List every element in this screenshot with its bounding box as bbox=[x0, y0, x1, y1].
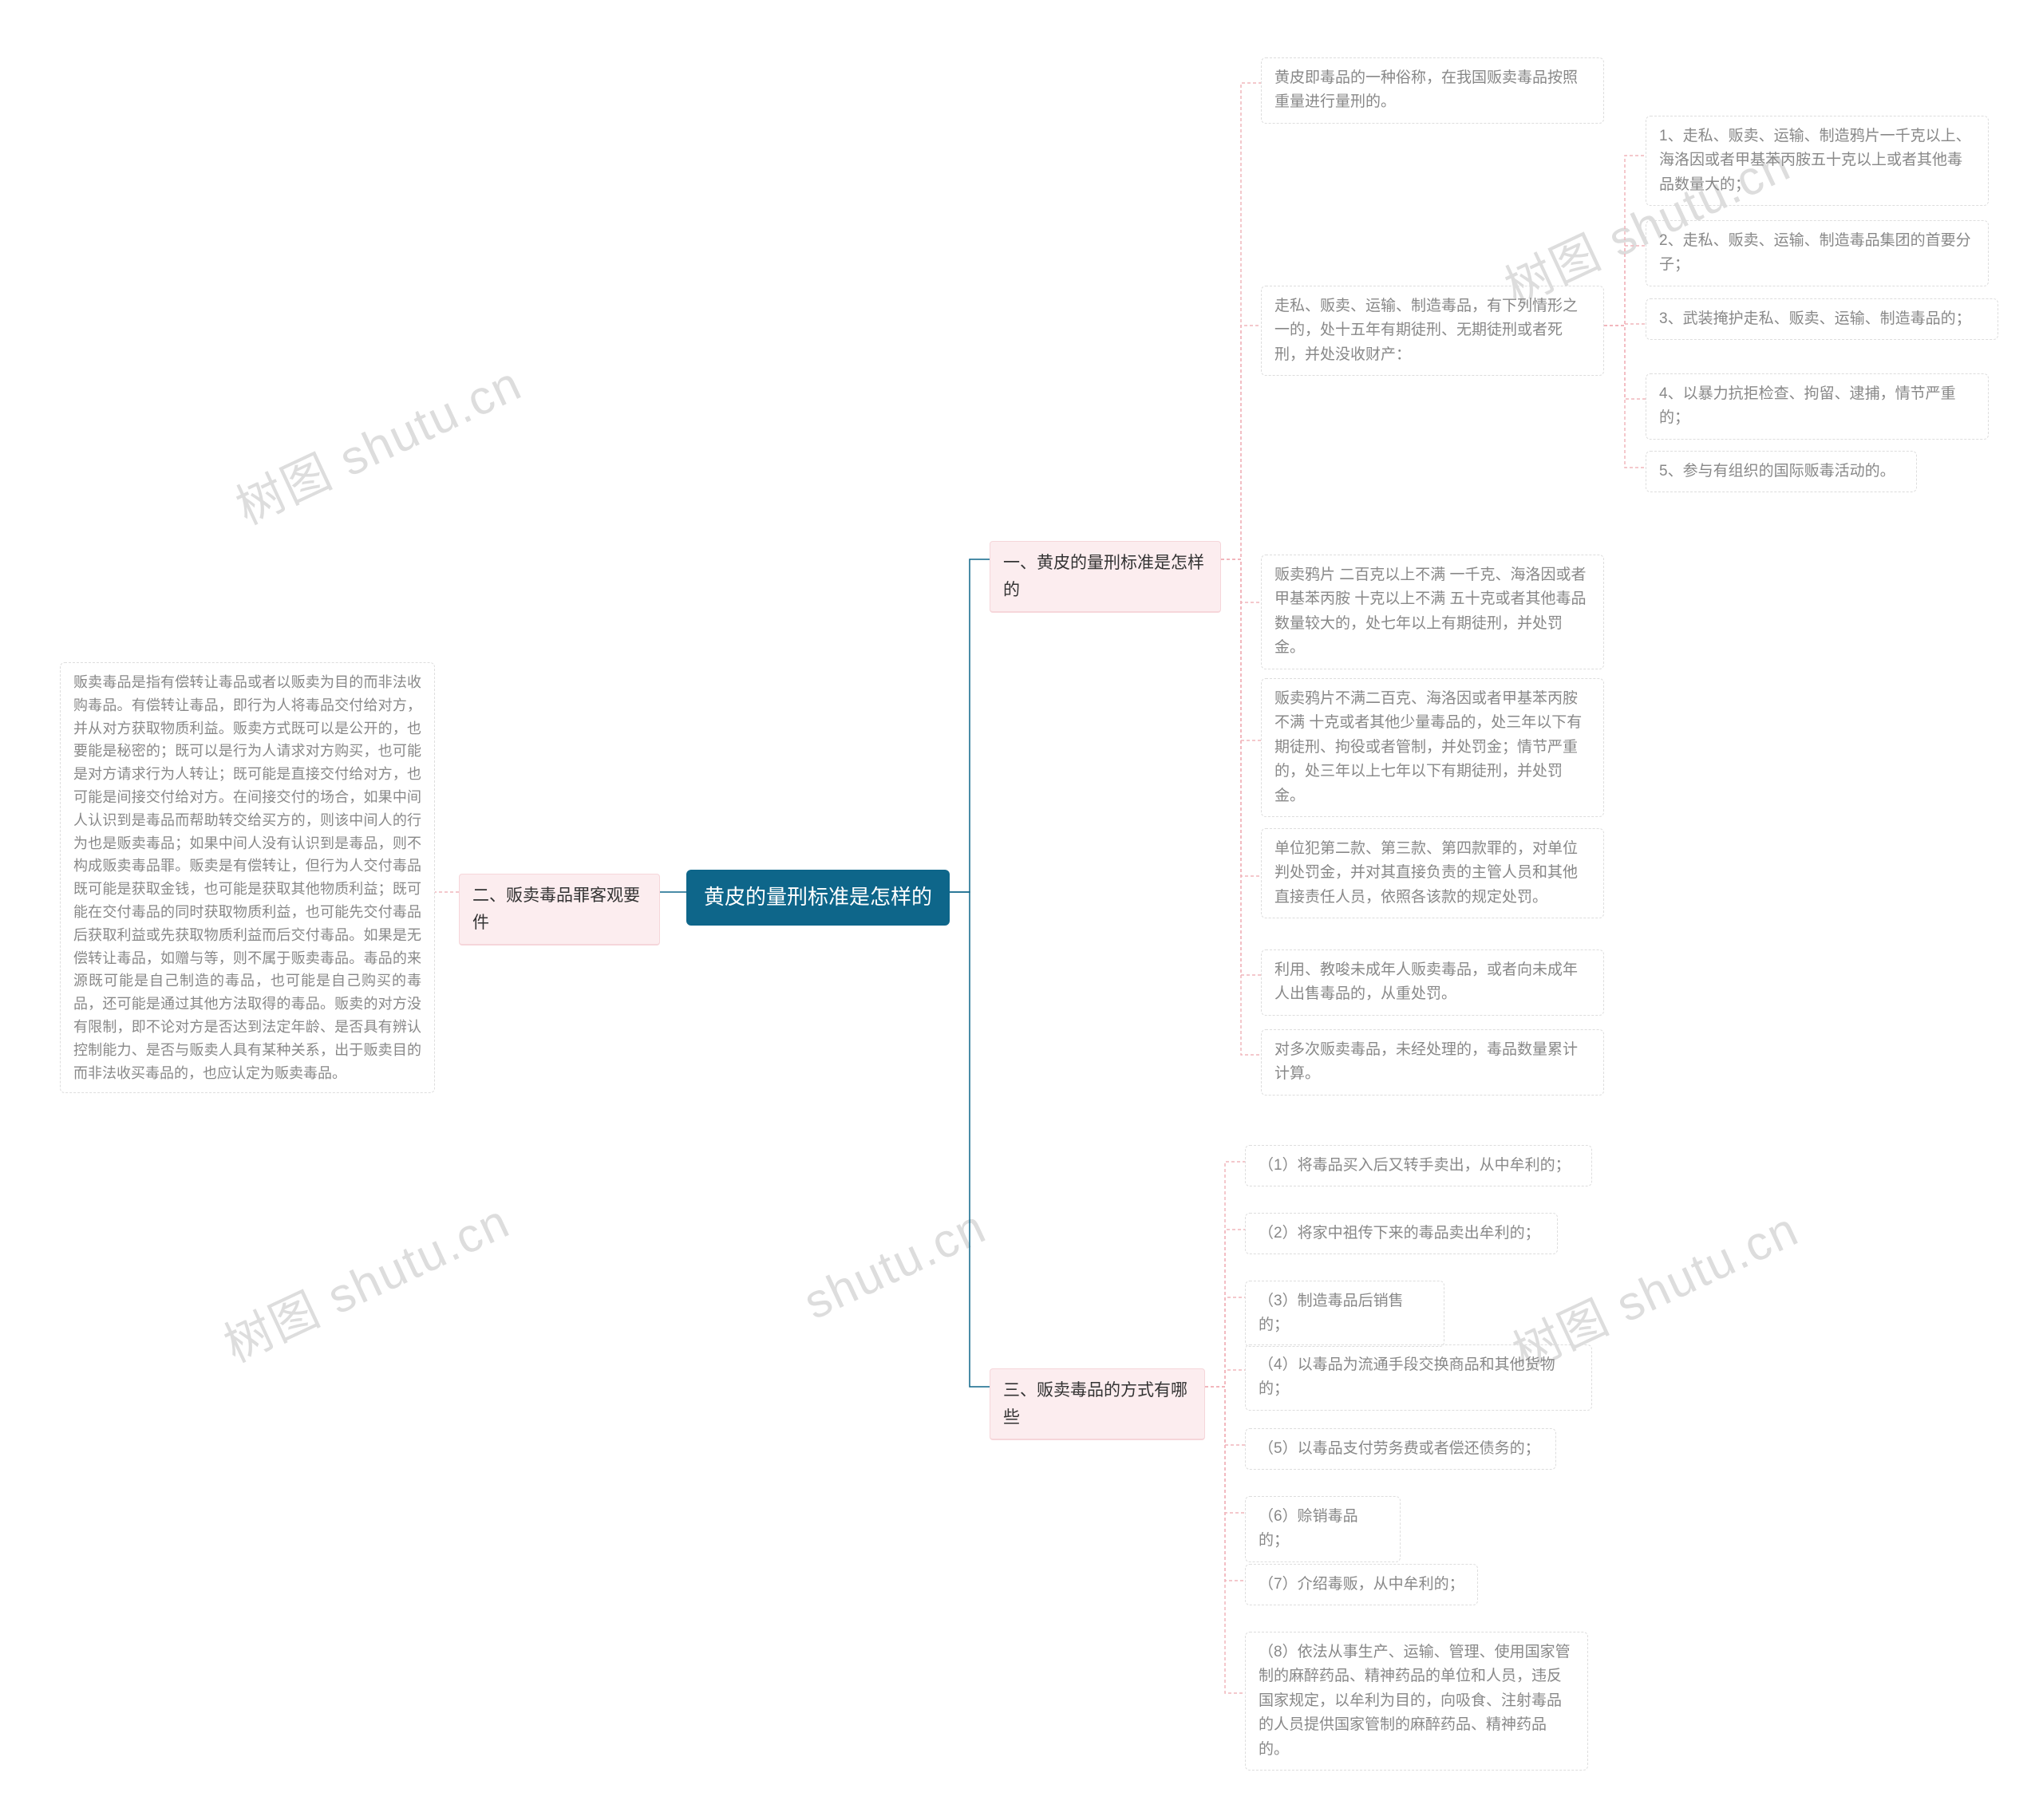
leaf-3-8[interactable]: （8）依法从事生产、运输、管理、使用国家管制的麻醉药品、精神药品的单位和人员，违… bbox=[1245, 1632, 1588, 1771]
leaf-2a[interactable]: 贩卖毒品是指有偿转让毒品或者以贩卖为目的而非法收购毒品。有偿转让毒品，即行为人将… bbox=[60, 662, 435, 1093]
leaf-1-2-4[interactable]: 4、以暴力抗拒检查、拘留、逮捕，情节严重的； bbox=[1646, 373, 1989, 440]
watermark: shutu.cn bbox=[796, 1198, 994, 1330]
leaf-1-2-2[interactable]: 2、走私、贩卖、运输、制造毒品集团的首要分子； bbox=[1646, 220, 1989, 286]
leaf-3-1[interactable]: （1）将毒品买入后又转手卖出，从中牟利的； bbox=[1245, 1145, 1592, 1186]
leaf-1-2-3[interactable]: 3、武装掩护走私、贩卖、运输、制造毒品的； bbox=[1646, 298, 1998, 340]
leaf-1-7[interactable]: 对多次贩卖毒品，未经处理的，毒品数量累计计算。 bbox=[1261, 1029, 1604, 1096]
leaf-1-6[interactable]: 利用、教唆未成年人贩卖毒品，或者向未成年人出售毒品的，从重处罚。 bbox=[1261, 949, 1604, 1016]
leaf-3-7[interactable]: （7）介绍毒贩，从中牟利的； bbox=[1245, 1564, 1478, 1605]
leaf-1-5[interactable]: 单位犯第二款、第三款、第四款罪的，对单位判处罚金，并对其直接负责的主管人员和其他… bbox=[1261, 828, 1604, 918]
watermark: 树图 shutu.cn bbox=[211, 1183, 520, 1376]
leaf-1-3[interactable]: 贩卖鸦片 二百克以上不满 一千克、海洛因或者甲基苯丙胺 十克以上不满 五十克或者… bbox=[1261, 555, 1604, 669]
leaf-1-1[interactable]: 黄皮即毒品的一种俗称，在我国贩卖毒品按照重量进行量刑的。 bbox=[1261, 57, 1604, 124]
watermark: 树图 shutu.cn bbox=[223, 345, 531, 539]
branch-3[interactable]: 三、贩卖毒品的方式有哪些 bbox=[990, 1368, 1205, 1440]
leaf-3-5[interactable]: （5）以毒品支付劳务费或者偿还债务的； bbox=[1245, 1428, 1556, 1470]
leaf-1-2[interactable]: 走私、贩卖、运输、制造毒品，有下列情形之一的，处十五年有期徒刑、无期徒刑或者死刑… bbox=[1261, 286, 1604, 376]
leaf-1-2-5[interactable]: 5、参与有组织的国际贩毒活动的。 bbox=[1646, 451, 1917, 492]
branch-2[interactable]: 二、贩卖毒品罪客观要件 bbox=[459, 874, 660, 946]
leaf-3-3[interactable]: （3）制造毒品后销售的； bbox=[1245, 1281, 1444, 1347]
leaf-1-4[interactable]: 贩卖鸦片不满二百克、海洛因或者甲基苯丙胺不满 十克或者其他少量毒品的，处三年以下… bbox=[1261, 678, 1604, 817]
branch-1[interactable]: 一、黄皮的量刑标准是怎样的 bbox=[990, 541, 1221, 613]
leaf-3-4[interactable]: （4）以毒品为流通手段交换商品和其他货物的； bbox=[1245, 1344, 1592, 1411]
mindmap-canvas: 树图 shutu.cn 树图 shutu.cn 树图 shutu.cn shut… bbox=[0, 0, 2043, 1820]
leaf-3-6[interactable]: （6）赊销毒品的； bbox=[1245, 1496, 1401, 1562]
leaf-1-2-1[interactable]: 1、走私、贩卖、运输、制造鸦片一千克以上、海洛因或者甲基苯丙胺五十克以上或者其他… bbox=[1646, 116, 1989, 206]
leaf-3-2[interactable]: （2）将家中祖传下来的毒品卖出牟利的； bbox=[1245, 1213, 1558, 1254]
root-node[interactable]: 黄皮的量刑标准是怎样的 bbox=[686, 870, 950, 926]
